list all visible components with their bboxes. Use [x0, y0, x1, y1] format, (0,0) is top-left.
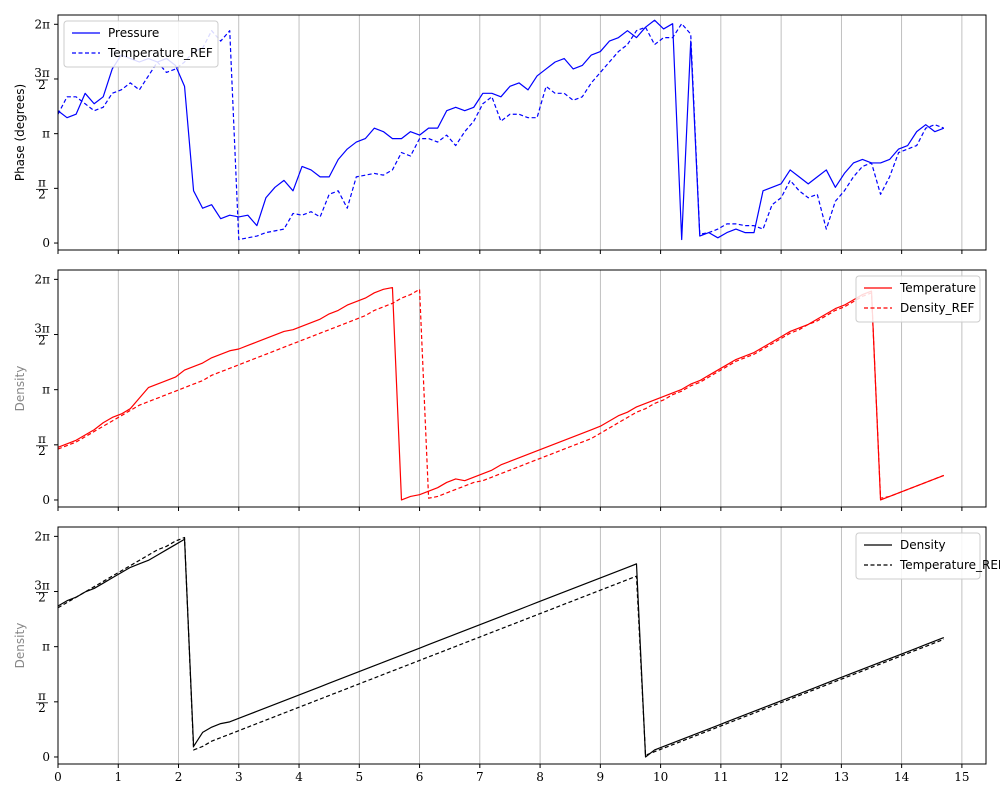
x-tick-label: 13 — [834, 770, 849, 784]
y-tick-label-denominator: 2 — [38, 78, 46, 92]
y-tick-label: 2π — [34, 272, 50, 286]
y-tick-label-denominator: 2 — [38, 591, 46, 605]
legend-box — [63, 20, 219, 68]
x-tick-label: 12 — [773, 770, 788, 784]
y-tick-label: 2π — [34, 529, 50, 543]
panel-3: 0 1 2 3 4 5 6 7 8 9 10 11 12 13 14 150π2π3π22πDensityDe… — [13, 526, 1000, 784]
series-line-density-ref — [57, 288, 945, 499]
legend-label: Temperature_REF — [899, 558, 1000, 572]
y-tick-label: π — [42, 127, 50, 141]
x-tick-label: 1 — [114, 770, 122, 784]
y-axis-label: Phase (degrees) — [13, 84, 27, 181]
legend-label: Temperature — [899, 281, 976, 295]
x-tick-label: 6 — [416, 770, 424, 784]
series-line-density — [57, 538, 945, 758]
y-tick-label: 2π — [34, 17, 50, 31]
x-tick-label: 8 — [536, 770, 544, 784]
axes-frame — [57, 526, 987, 765]
y-axis-label: Density — [13, 366, 27, 412]
legend: Temperature Density_REF — [855, 275, 981, 323]
y-tick-label-numerator: 3π — [34, 322, 50, 336]
legend-label: Temperature_REF — [107, 46, 213, 60]
axes-frame — [57, 14, 987, 251]
legend: Pressure Temperature_REF — [63, 20, 219, 68]
x-tick-label: 15 — [954, 770, 969, 784]
x-tick-label: 5 — [355, 770, 363, 784]
x-tick-label: 7 — [476, 770, 484, 784]
y-axis-label: Density — [13, 623, 27, 669]
y-tick-label: 0 — [42, 493, 50, 507]
y-tick-label-denominator: 2 — [38, 187, 46, 201]
x-tick-label: 14 — [894, 770, 910, 784]
series-line-pressure — [57, 19, 945, 241]
y-tick-label-denominator: 2 — [38, 701, 46, 715]
x-tick-label: 3 — [235, 770, 243, 784]
x-tick-label: 0 — [54, 770, 62, 784]
y-tick-label-numerator: 3π — [34, 579, 50, 593]
y-tick-label-numerator: 3π — [34, 66, 50, 80]
y-tick-label-denominator: 2 — [38, 444, 46, 458]
legend-label: Density — [900, 538, 946, 552]
y-tick-label-numerator: π — [38, 432, 46, 446]
y-tick-label: π — [42, 640, 50, 654]
axes-frame — [57, 269, 987, 508]
y-tick-label: π — [42, 383, 50, 397]
legend-label: Density_REF — [900, 301, 975, 315]
x-tick-label: 4 — [295, 770, 303, 784]
x-tick-label: 9 — [597, 770, 605, 784]
y-tick-label-denominator: 2 — [38, 334, 46, 348]
series-line-temperature — [57, 286, 945, 501]
y-tick-label-numerator: π — [38, 175, 46, 189]
y-tick-label: 0 — [42, 750, 50, 764]
legend-label: Pressure — [108, 26, 159, 40]
x-tick-label: 2 — [175, 770, 183, 784]
y-tick-label-numerator: π — [38, 689, 46, 703]
x-tick-label: 10 — [653, 770, 668, 784]
legend: Density Temperature_REF — [855, 532, 1000, 580]
series-line-temperature-ref — [57, 536, 945, 756]
x-tick-label: 11 — [713, 770, 728, 784]
y-tick-label: 0 — [42, 236, 50, 250]
